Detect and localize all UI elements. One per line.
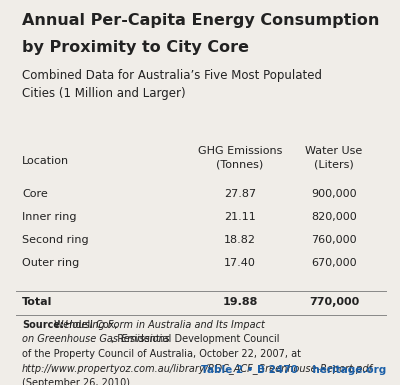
Text: Wendell Cox,: Wendell Cox, <box>51 320 120 330</box>
Text: Table 2 • B 2470    heritage.org: Table 2 • B 2470 heritage.org <box>201 365 386 375</box>
Text: 21.11: 21.11 <box>224 212 256 222</box>
Text: Second ring: Second ring <box>22 235 89 245</box>
Text: http://www.propertyoz.com.au/library/RDC_ACF_Greenhouse-Report.pdf: http://www.propertyoz.com.au/library/RDC… <box>22 363 373 374</box>
Text: Housing Form in Australia and Its Impact: Housing Form in Australia and Its Impact <box>65 320 265 330</box>
Text: GHG Emissions
(Tonnes): GHG Emissions (Tonnes) <box>198 146 282 169</box>
Text: 820,000: 820,000 <box>311 212 357 222</box>
Text: Total: Total <box>22 297 52 307</box>
Text: Annual Per-Capita Energy Consumption: Annual Per-Capita Energy Consumption <box>22 13 379 28</box>
Text: Water Use
(Liters): Water Use (Liters) <box>305 146 363 169</box>
Text: Inner ring: Inner ring <box>22 212 76 222</box>
Text: on Greenhouse Gas Emissions: on Greenhouse Gas Emissions <box>22 334 170 344</box>
Text: Outer ring: Outer ring <box>22 258 79 268</box>
Text: , Residential Development Council: , Residential Development Council <box>111 334 279 344</box>
Text: (September 26, 2010).: (September 26, 2010). <box>22 378 133 385</box>
Text: 19.88: 19.88 <box>222 297 258 307</box>
Text: 670,000: 670,000 <box>311 258 357 268</box>
Text: Core: Core <box>22 189 48 199</box>
Text: of the Property Council of Australia, October 22, 2007, at: of the Property Council of Australia, Oc… <box>22 349 301 359</box>
Text: Source:: Source: <box>22 320 64 330</box>
Text: 770,000: 770,000 <box>309 297 359 307</box>
Text: 900,000: 900,000 <box>311 189 357 199</box>
Text: Location: Location <box>22 156 69 166</box>
Text: Combined Data for Australia’s Five Most Populated: Combined Data for Australia’s Five Most … <box>22 69 322 82</box>
Text: 18.82: 18.82 <box>224 235 256 245</box>
Text: 17.40: 17.40 <box>224 258 256 268</box>
Text: by Proximity to City Core: by Proximity to City Core <box>22 40 249 55</box>
Text: Cities (1 Million and Larger): Cities (1 Million and Larger) <box>22 87 186 100</box>
Text: 760,000: 760,000 <box>311 235 357 245</box>
Text: 27.87: 27.87 <box>224 189 256 199</box>
